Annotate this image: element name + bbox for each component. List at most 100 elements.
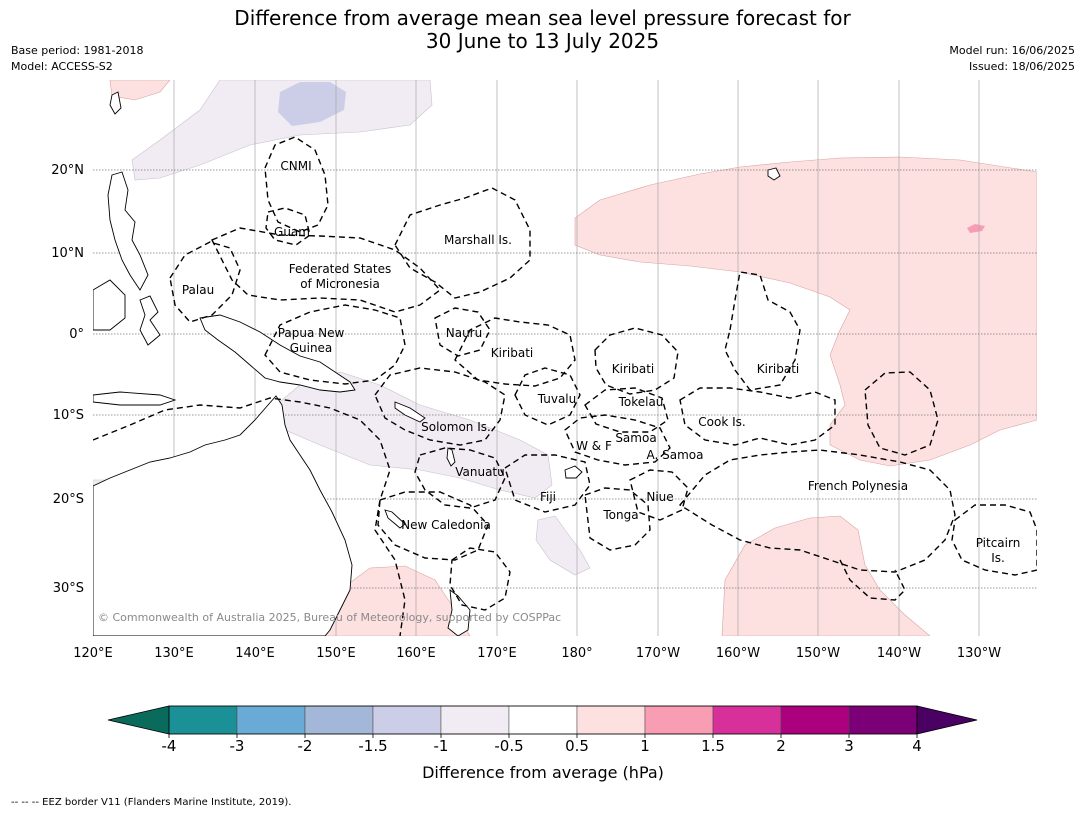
eez-tuvalu: [514, 367, 581, 426]
lon-tick-label: 170°E: [477, 646, 517, 661]
vanuatu-land: [446, 447, 456, 467]
hawaii-land: [767, 167, 781, 181]
colorbar-segment: [236, 705, 306, 735]
colorbar-segment: [440, 705, 510, 735]
model-name: Model: ACCESS-S2: [11, 60, 113, 73]
colorbar-segment: [644, 705, 714, 735]
negative-anomaly-north-core: [278, 82, 346, 126]
taiwan-land: [109, 91, 122, 115]
label-asamoa: A. Samoa: [647, 448, 704, 462]
fiji-land: [564, 465, 583, 479]
title-line-2: 30 June to 13 July 2025: [425, 29, 660, 53]
eez-australia-east: [93, 397, 406, 636]
lon-tick-label: 140°E: [235, 646, 275, 661]
lon-tick-label: 140°W: [877, 646, 921, 661]
colorbar-segment: [848, 705, 918, 735]
eez-cnmi: [264, 136, 329, 233]
colorbar-tick-label: -1: [434, 737, 449, 755]
colorbar-segment: [372, 705, 442, 735]
negative-anomaly-fiji: [535, 515, 591, 576]
lon-tick-label: 160°E: [396, 646, 436, 661]
eez-legend: -- -- -- EEZ border V11 (Flanders Marine…: [11, 797, 292, 808]
eez-marshall: [394, 187, 531, 299]
colorbar-tick-label: -0.5: [494, 737, 523, 755]
positive-anomaly-northwest: [109, 80, 171, 101]
colorbar-tick-label: 0.5: [565, 737, 589, 755]
lat-tick-label: 30°S: [53, 581, 84, 596]
eez-newcal: [377, 491, 489, 561]
copyright-notice: © Commonwealth of Australia 2025, Bureau…: [98, 611, 561, 624]
solomon-land: [394, 401, 426, 423]
eez-palau: [169, 241, 241, 323]
eez-kiribati-w: [454, 317, 576, 387]
label-tonga: Tonga: [602, 508, 638, 522]
lat-tick-label: 10°N: [51, 246, 84, 261]
issued-date: Issued: 18/06/2025: [968, 60, 1075, 73]
lat-tick-label: 10°S: [53, 408, 84, 423]
philippines-land: [107, 171, 149, 291]
label-fsm-1: Federated States: [289, 262, 391, 276]
colorbar-tick-label: -1.5: [358, 737, 387, 755]
region-labels: CNMI Guam Marshall Is. Federated States …: [182, 159, 1020, 565]
label-guam: Guam: [274, 225, 310, 239]
lon-tick-label: 120°E: [73, 646, 113, 661]
label-newcal: New Caledonia: [401, 518, 491, 532]
new-zealand-land: [447, 589, 471, 636]
label-samoa: Samoa: [615, 431, 656, 445]
eez-fiji: [504, 454, 591, 513]
base-period: Base period: 1981-2018: [11, 44, 144, 57]
label-cook: Cook Is.: [698, 415, 745, 429]
eez-guam: [265, 207, 311, 246]
lat-tick-label: 0°: [69, 327, 84, 342]
new-caledonia-land: [384, 509, 406, 529]
borneo-land: [93, 279, 126, 331]
model-run: Model run: 16/06/2025: [949, 44, 1075, 57]
label-marshall: Marshall Is.: [444, 233, 512, 247]
lon-tick-label: 170°W: [636, 646, 680, 661]
anomaly-shading: [93, 80, 1037, 636]
eez-fpoly-north: [864, 371, 939, 456]
eez-pitcairn: [951, 504, 1037, 576]
colorbar-segment: [304, 705, 374, 735]
lat-tick-label: 20°S: [53, 492, 84, 507]
eez-nz-kermadec: [449, 547, 511, 611]
eez-tonga: [584, 487, 651, 551]
label-palau: Palau: [182, 283, 214, 297]
lon-tick-label: 150°E: [316, 646, 356, 661]
meta-left: Base period: 1981-2018 Model: ACCESS-S2: [11, 43, 143, 75]
label-niue: Niue: [646, 490, 673, 504]
label-wf: W & F: [576, 439, 612, 453]
label-fsm-2: of Micronesia: [300, 277, 380, 291]
eez-samoa-wf: [564, 414, 671, 466]
label-solomon: Solomon Is.: [421, 420, 491, 434]
colorbar-frame: [168, 705, 918, 735]
eez-east-arc: [839, 559, 906, 601]
label-fpoly: French Polynesia: [808, 479, 908, 493]
sulawesi-land: [139, 295, 161, 346]
positive-anomaly-east: [574, 156, 1037, 467]
colorbar-segment: [576, 705, 646, 735]
colorbar-tick-label: 2: [776, 737, 786, 755]
label-tuvalu: Tuvalu: [537, 392, 577, 406]
eez-niue: [629, 469, 689, 521]
colorbar-tick-label: -2: [298, 737, 313, 755]
page-title: Difference from average mean sea level p…: [0, 7, 1085, 53]
eez-kiribati-c: [594, 327, 679, 395]
colorbar-tick-label: 3: [844, 737, 854, 755]
eez-tokelau: [584, 387, 669, 433]
eez-fpoly: [678, 449, 956, 573]
eez-cook: [679, 387, 836, 446]
label-kiribati-w: Kiribati: [491, 346, 533, 360]
colorbar-tick-label: 1.5: [701, 737, 725, 755]
colorbar: -4 -3 -2 -1.5 -1 -0.5 0.5 1 1.5 2 3 4: [107, 705, 978, 755]
eez-borders: [93, 136, 1037, 636]
colorbar-segment: [712, 705, 782, 735]
label-vanuatu: Vanuatu: [455, 465, 505, 479]
colorbar-tick-label: 1: [640, 737, 650, 755]
eez-nauru: [434, 307, 491, 357]
lon-tick-label: 180°: [561, 646, 592, 661]
negative-anomaly-north: [131, 80, 433, 181]
axis-labels: 120°E 130°E 140°E 150°E 160°E 170°E 180° 170°W 1…: [51, 163, 1001, 661]
label-cnmi: CNMI: [280, 159, 311, 173]
eez-kiribati-e: [724, 271, 801, 391]
